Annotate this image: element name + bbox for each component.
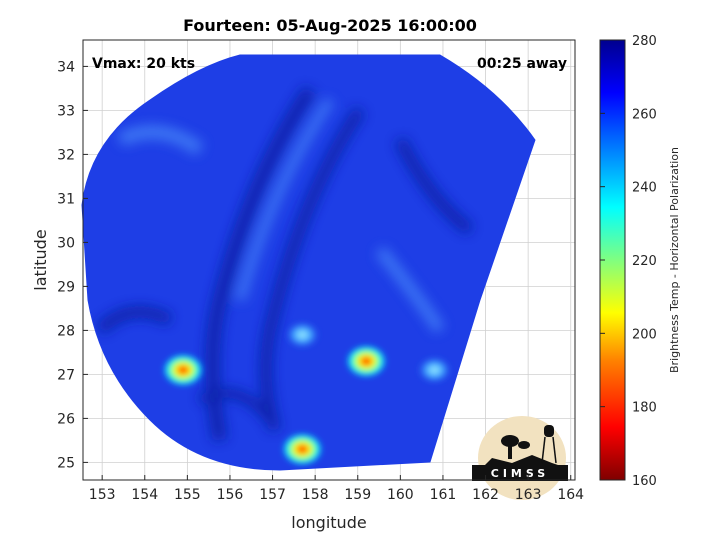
figure-title: Fourteen: 05-Aug-2025 16:00:00 — [183, 16, 477, 35]
x-tick-label: 162 — [472, 487, 499, 503]
y-tick-label: 29 — [57, 279, 75, 295]
colorbar-ticks: 160 180 200 220 240 260 280 — [600, 34, 657, 489]
colorbar-tick-label: 200 — [632, 327, 657, 342]
hot-spot — [280, 431, 325, 467]
colorbar-tick-label: 240 — [632, 181, 657, 196]
colorbar-label: Brightness Temp - Horizontal Polarizatio… — [668, 147, 681, 373]
colorbar-tick-label: 220 — [632, 254, 657, 269]
x-tick-label: 158 — [302, 487, 329, 503]
y-tick-label: 28 — [57, 323, 75, 339]
colorbar-tick-label: 160 — [632, 474, 657, 489]
swath-edge — [81, 54, 536, 471]
logo-text: CIMSS — [491, 467, 549, 480]
x-tick-label: 163 — [515, 487, 542, 503]
time-away-label: 00:25 away — [477, 56, 567, 72]
y-tick-label: 27 — [57, 367, 75, 383]
y-tick-label: 26 — [57, 411, 75, 427]
axes-frame — [82, 39, 576, 481]
brightness-features — [161, 320, 453, 467]
x-tick-label: 161 — [430, 487, 457, 503]
y-tick-label: 33 — [57, 103, 75, 119]
x-tick-label: 154 — [131, 487, 158, 503]
y-axis-label: latitude — [31, 229, 50, 290]
x-tick-label: 159 — [344, 487, 371, 503]
x-tick-label: 160 — [387, 487, 414, 503]
x-axis-label: longitude — [291, 513, 366, 532]
cool-patch — [284, 320, 321, 350]
x-ticks: 153 154 155 156 157 158 159 160 161 162 163 164 — [89, 475, 584, 503]
microwave-swath — [82, 55, 535, 470]
x-tick-label: 155 — [174, 487, 201, 503]
hot-spot — [344, 343, 389, 379]
colorbar-tick-label: 180 — [632, 401, 657, 416]
y-tick-label: 25 — [57, 455, 75, 471]
x-tick-label: 153 — [89, 487, 116, 503]
x-tick-label: 164 — [557, 487, 584, 503]
cimss-logo: CIMSS — [472, 416, 568, 500]
x-tick-label: 156 — [217, 487, 244, 503]
y-tick-label: 34 — [57, 59, 75, 75]
y-tick-label: 30 — [57, 235, 75, 251]
y-tick-label: 32 — [57, 147, 75, 163]
vmax-label: Vmax: 20 kts — [92, 56, 195, 72]
x-tick-label: 157 — [259, 487, 286, 503]
y-ticks: 25 26 27 28 29 30 31 32 33 34 — [57, 59, 88, 471]
colorbar-tick-label: 280 — [632, 34, 657, 49]
colorbar-tick-label: 260 — [632, 107, 657, 122]
y-tick-label: 31 — [57, 191, 75, 207]
hot-spot — [161, 352, 206, 388]
cool-patch — [416, 355, 453, 385]
